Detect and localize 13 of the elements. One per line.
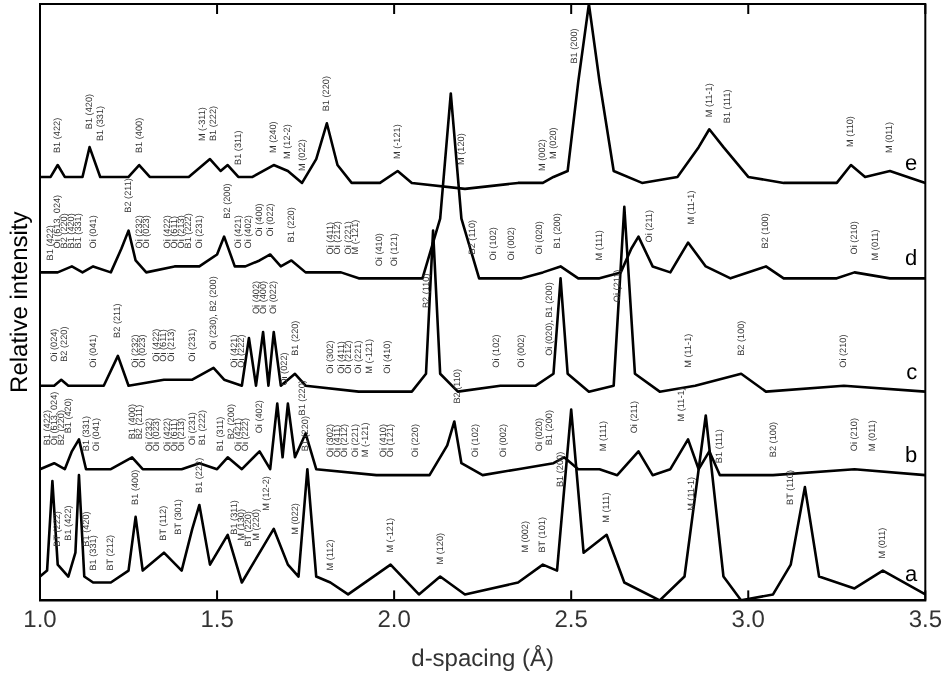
x-tick-label: 2.0 (377, 605, 412, 634)
series-label: a (905, 563, 920, 588)
x-tick-label: 1.0 (23, 605, 58, 634)
series-label: b (905, 444, 918, 469)
x-tick-label: 3.0 (731, 605, 766, 634)
series-label: d (905, 247, 918, 272)
y-axis-title: Relative intensity (4, 211, 33, 393)
x-tick-label: 3.5 (908, 605, 943, 634)
x-axis-title: d-spacing (Å) (411, 644, 555, 673)
series-label: e (905, 151, 918, 176)
x-tick-label: 1.5 (200, 605, 235, 634)
series-label: c (906, 360, 919, 385)
x-tick-label: 2.5 (554, 605, 589, 634)
